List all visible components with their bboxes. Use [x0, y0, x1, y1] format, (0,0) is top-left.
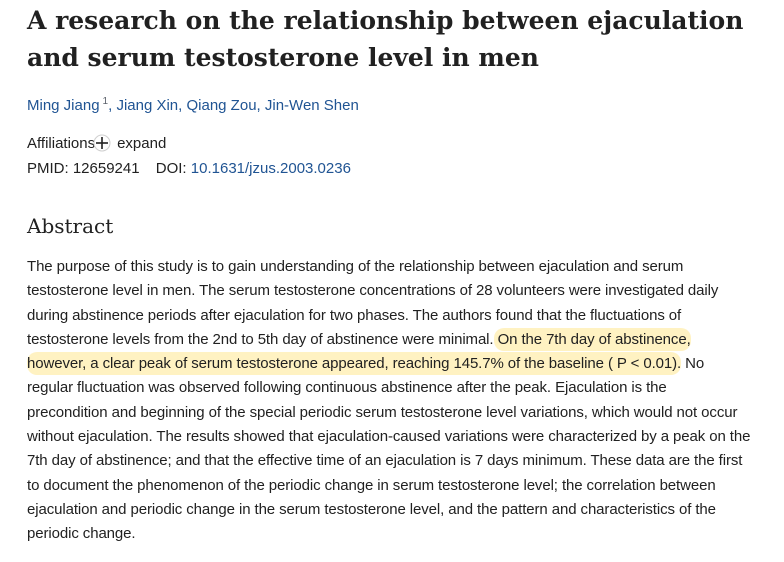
- author-list: Ming Jiang 1, Jiang Xin, Qiang Zou, Jin-W…: [27, 96, 359, 114]
- author-link[interactable]: , Jin-Wen Shen: [256, 97, 359, 114]
- pmid-label: PMID:: [27, 160, 69, 177]
- author-link[interactable]: Ming Jiang: [27, 97, 100, 114]
- pmid: 12659241: [72, 160, 140, 177]
- abstract-segment: No regular fluctuation was observed foll…: [27, 355, 751, 543]
- abstract-text: The purpose of this study is to gain und…: [27, 255, 751, 547]
- doi-link[interactable]: 10.1631/jzus.2003.0236: [190, 160, 351, 177]
- expand-icon: [93, 134, 111, 152]
- author-link[interactable]: , Qiang Zou: [178, 97, 257, 114]
- doi-label: DOI:: [155, 160, 187, 177]
- abstract-segment: The purpose of this study is to gain und…: [27, 258, 719, 348]
- affiliations-toggle[interactable]: Affiliations expand: [27, 133, 166, 153]
- author-link[interactable]: , Jiang Xin: [108, 97, 179, 114]
- abstract-heading: Abstract: [27, 214, 114, 238]
- identifiers: PMID: 12659241 DOI: 10.1631/jzus.2003.02…: [27, 160, 351, 177]
- highlighted-text: On the 7th day of abstinence, however, a…: [27, 327, 691, 376]
- affiliations-label: Affiliations: [27, 134, 96, 152]
- expand-label: expand: [117, 134, 167, 152]
- affiliation-ref[interactable]: 1: [102, 96, 109, 107]
- article-title: A research on the relationship between e…: [27, 6, 744, 72]
